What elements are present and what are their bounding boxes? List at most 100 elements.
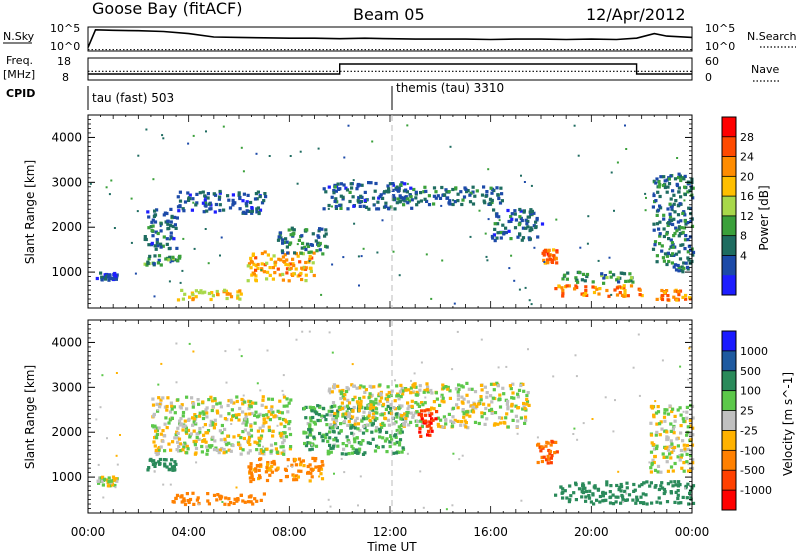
power-point xyxy=(229,295,234,299)
velocity-point xyxy=(330,409,334,413)
power-point xyxy=(151,218,155,222)
velocity-point xyxy=(544,444,548,448)
velocity-point xyxy=(255,499,259,503)
power-point xyxy=(496,222,500,226)
velocity-point xyxy=(358,396,362,401)
power-point xyxy=(277,235,281,239)
velocity-point xyxy=(178,405,182,409)
power-point xyxy=(324,190,328,194)
power-point xyxy=(691,250,696,254)
power-point xyxy=(688,235,692,239)
power-point xyxy=(529,226,533,230)
velocity-point xyxy=(256,429,260,433)
velocity-point xyxy=(669,465,674,469)
power-point xyxy=(631,280,635,284)
velocity-point xyxy=(211,399,215,403)
velocity-point xyxy=(639,501,643,505)
velocity-point xyxy=(358,447,362,451)
velocity-point xyxy=(340,406,344,410)
velocity-point xyxy=(521,382,525,386)
power-point xyxy=(677,290,681,294)
velocity-point xyxy=(163,464,167,468)
velocity-point xyxy=(652,447,657,451)
velocity-point xyxy=(497,366,500,369)
power-point xyxy=(580,292,584,296)
power-point xyxy=(491,236,495,240)
power-point xyxy=(498,201,503,205)
velocity-point xyxy=(192,350,195,353)
power-point xyxy=(355,187,359,191)
velocity-point xyxy=(375,417,379,421)
power-point xyxy=(652,193,656,198)
velocity-point xyxy=(206,429,211,433)
velocity-point xyxy=(115,479,119,483)
velocity-point xyxy=(419,409,424,413)
velocity-point xyxy=(152,412,156,416)
power-point xyxy=(177,209,181,213)
velocity-point xyxy=(346,398,350,402)
power-point xyxy=(406,124,409,127)
power-point xyxy=(176,258,180,262)
power-point xyxy=(434,196,438,200)
power-point xyxy=(258,195,262,199)
power-point xyxy=(677,190,681,194)
velocity-point xyxy=(179,495,183,499)
velocity-point xyxy=(657,487,661,492)
power-point xyxy=(334,197,338,201)
power-point xyxy=(516,235,520,239)
power-point xyxy=(466,189,470,193)
velocity-point xyxy=(448,389,452,393)
velocity-point xyxy=(525,397,529,401)
power-point xyxy=(372,203,375,206)
velocity-point xyxy=(477,399,481,404)
power-point xyxy=(241,199,245,203)
power-point xyxy=(471,185,475,189)
power-point xyxy=(579,246,582,249)
power-point xyxy=(484,194,488,198)
velocity-point xyxy=(158,405,162,409)
velocity-point xyxy=(336,414,340,418)
velocity-point xyxy=(378,383,382,387)
power-point xyxy=(629,276,634,280)
power-point xyxy=(612,273,616,277)
velocity-colorbar-tick-label: -100 xyxy=(740,444,765,457)
velocity-point xyxy=(523,406,527,411)
power-point xyxy=(277,257,281,261)
velocity-point xyxy=(411,415,415,419)
velocity-point xyxy=(352,405,356,410)
velocity-point xyxy=(688,491,692,495)
power-point xyxy=(461,198,465,202)
power-point xyxy=(513,209,517,213)
power-point xyxy=(677,293,681,297)
velocity-point xyxy=(162,458,166,462)
power-point xyxy=(240,146,243,149)
velocity-point xyxy=(390,438,394,442)
power-point xyxy=(665,178,669,182)
power-point xyxy=(151,234,155,238)
velocity-point xyxy=(262,421,266,425)
velocity-point xyxy=(520,499,523,502)
velocity-point xyxy=(442,415,446,419)
power-point xyxy=(658,234,662,238)
velocity-point xyxy=(282,417,286,422)
velocity-point xyxy=(185,444,189,448)
velocity-point xyxy=(669,490,673,494)
power-point xyxy=(147,243,151,247)
power-point xyxy=(395,185,399,189)
power-point xyxy=(303,245,307,249)
power-point xyxy=(513,212,517,216)
power-point xyxy=(510,254,513,257)
velocity-point xyxy=(441,425,445,429)
velocity-point xyxy=(662,415,667,419)
velocity-point xyxy=(356,451,360,455)
power-point xyxy=(157,254,162,258)
velocity-point xyxy=(328,331,331,334)
velocity-point xyxy=(155,436,159,440)
velocity-point xyxy=(186,428,191,432)
velocity-point xyxy=(202,426,205,429)
velocity-point xyxy=(328,392,331,395)
velocity-point xyxy=(587,494,591,498)
power-point xyxy=(183,292,187,296)
